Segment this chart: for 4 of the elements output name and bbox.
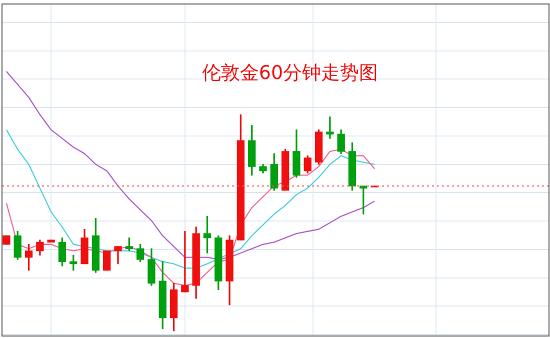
candlestick	[103, 250, 111, 271]
candlestick	[2, 235, 10, 245]
chart-title: 伦敦金60分钟走势图	[200, 61, 380, 86]
candlestick	[47, 240, 55, 243]
